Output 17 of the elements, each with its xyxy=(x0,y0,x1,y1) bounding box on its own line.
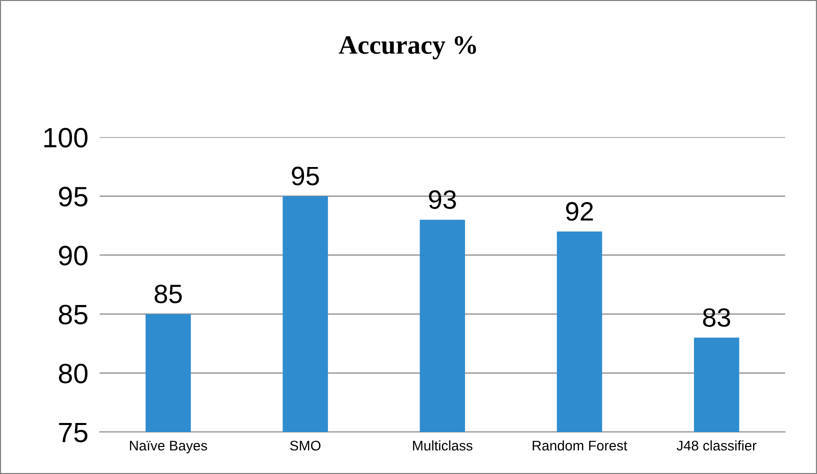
data-label: 92 xyxy=(566,202,593,221)
y-tick-label: 90 xyxy=(58,246,88,266)
y-tick-label: 100 xyxy=(44,128,88,148)
chart-title: Accuracy % xyxy=(338,36,476,60)
x-tick-label: Multiclass xyxy=(413,440,472,451)
x-tick-label: Random Forest xyxy=(532,440,628,451)
x-tick-label: J48 classifier xyxy=(676,440,756,451)
data-label: 95 xyxy=(292,166,319,186)
data-label: 83 xyxy=(703,308,730,327)
x-tick-label: SMO xyxy=(290,440,320,451)
data-label: 85 xyxy=(154,284,182,304)
y-tick-label: 75 xyxy=(59,422,88,442)
y-tick-label: 85 xyxy=(58,304,88,324)
y-tick-label: 80 xyxy=(58,364,88,384)
x-tick-label: Naïve Bayes xyxy=(130,440,208,454)
data-label: 93 xyxy=(428,190,456,209)
y-tick-label: 95 xyxy=(58,186,88,206)
